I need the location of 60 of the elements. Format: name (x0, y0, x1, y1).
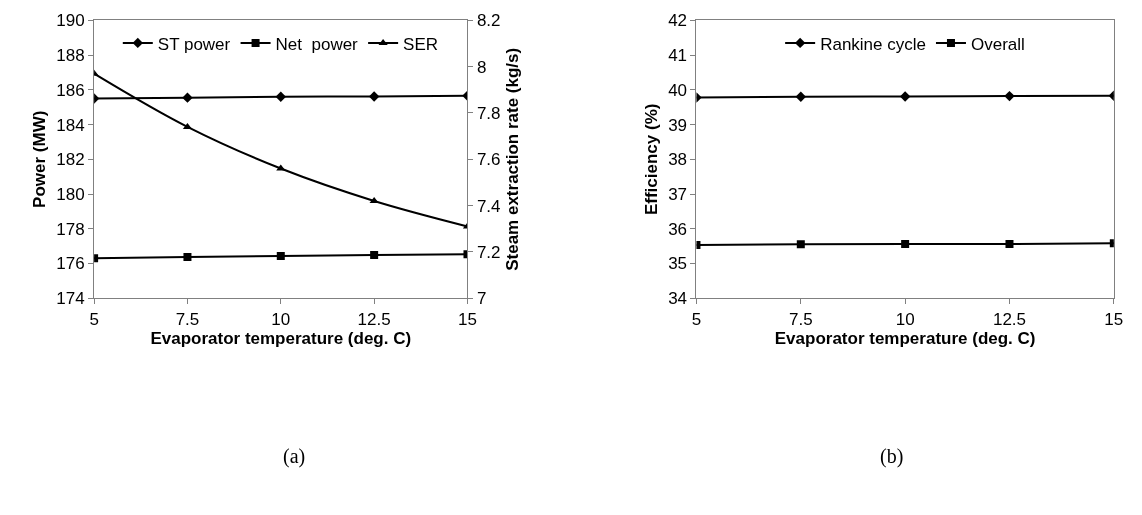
y2-tick-label: 8 (476, 57, 487, 77)
y2-tick-label: 7.2 (476, 242, 501, 262)
legend-label: Overall (970, 34, 1025, 54)
y-tick-label: 42 (668, 11, 688, 31)
point (370, 251, 379, 260)
point (899, 91, 911, 102)
y-tick-label: 41 (668, 46, 688, 66)
y-tick-label: 34 (668, 289, 688, 309)
point (901, 240, 910, 249)
y2-tick-label: 8.2 (476, 11, 501, 31)
y-tick-label: 182 (56, 150, 85, 170)
y2-axis-title: Steam extraction rate (kg/s) (502, 47, 522, 271)
x-tick-label: 15 (458, 309, 477, 329)
legend-label: Net power (275, 34, 359, 54)
point (276, 251, 285, 260)
y2-tick-label: 7.6 (476, 150, 501, 170)
x-tick-label: 15 (1104, 309, 1124, 329)
x-axis-title: Evaporator temperature (deg. C) (774, 328, 1036, 348)
y-tick-label: 176 (56, 254, 85, 274)
x-tick-label: 12.5 (992, 309, 1027, 329)
y-tick-label: 37 (668, 184, 688, 204)
y-tick-label: 180 (56, 184, 85, 204)
y-tick-label: 38 (668, 150, 688, 170)
x-tick-label: 12.5 (357, 309, 391, 329)
point (1005, 240, 1014, 249)
point (183, 253, 192, 262)
y-tick-label: 178 (56, 219, 85, 239)
point (795, 91, 806, 102)
y-tick-label: 40 (668, 80, 688, 100)
y-tick-label: 184 (56, 115, 85, 135)
x-tick-label: 10 (271, 309, 291, 329)
y-axis-title: Power (MW) (29, 110, 49, 208)
y-tick-label: 188 (56, 46, 85, 66)
y-tick-label: 190 (56, 11, 85, 31)
legend-label: SER (403, 34, 439, 54)
x-tick-label: 7.5 (175, 309, 200, 329)
y-tick-label: 35 (668, 254, 688, 274)
x-tick-label: 5 (89, 309, 99, 329)
y-tick-label: 36 (668, 219, 688, 239)
x-tick-label: 7.5 (788, 309, 813, 329)
point (276, 164, 286, 171)
y-tick-label: 186 (56, 80, 85, 100)
x-tick-label: 10 (895, 309, 915, 329)
y2-tick-label: 7 (476, 289, 487, 309)
text: (a) (283, 445, 306, 468)
legend-label: ST power (157, 34, 231, 54)
point (275, 91, 286, 102)
y2-tick-label: 7.8 (476, 103, 501, 123)
legend-label: Rankine cycle (820, 34, 926, 54)
y-tick-label: 174 (56, 289, 85, 309)
y-tick-label: 39 (668, 115, 688, 135)
point (182, 92, 193, 103)
x-axis-title: Evaporator temperature (deg. C) (150, 328, 412, 348)
point (1004, 90, 1015, 102)
y-axis-title: Efficiency (%) (641, 103, 661, 216)
text: (b) (880, 445, 904, 468)
x-tick-label: 5 (691, 309, 702, 329)
point (796, 240, 805, 249)
point (368, 91, 380, 102)
y2-tick-label: 7.4 (476, 196, 501, 216)
